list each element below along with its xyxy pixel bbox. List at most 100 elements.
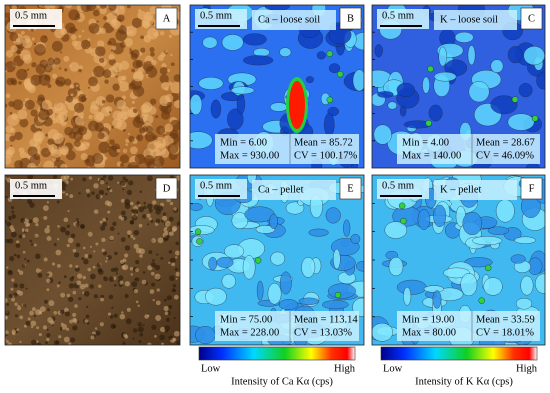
speckle — [160, 256, 164, 260]
speckle — [16, 254, 21, 259]
speckle — [86, 321, 90, 325]
map-patch — [388, 257, 404, 277]
speckle — [54, 165, 58, 168]
speckle — [109, 226, 115, 232]
map-patch — [298, 297, 319, 305]
speckle — [92, 9, 100, 17]
speckle — [168, 261, 171, 264]
speckle — [33, 243, 37, 247]
speckle — [56, 200, 60, 204]
speckle — [144, 131, 155, 142]
speckle — [6, 221, 12, 227]
speckle — [143, 60, 154, 72]
speckle — [75, 84, 79, 87]
speckle — [33, 314, 37, 318]
speckle — [6, 146, 16, 155]
speckle — [135, 247, 142, 254]
speckle — [137, 136, 141, 139]
speckle — [52, 157, 56, 162]
speckle — [76, 87, 81, 91]
speckle — [105, 217, 109, 221]
map-patch — [534, 273, 545, 294]
speckle — [29, 310, 34, 316]
speckle — [63, 275, 67, 279]
speckle — [139, 190, 142, 194]
speckle — [7, 342, 13, 345]
speckle — [148, 217, 152, 221]
speckle — [69, 194, 74, 199]
speckle — [53, 243, 57, 247]
speckle — [75, 242, 81, 248]
speckle — [169, 129, 179, 139]
speckle — [176, 221, 180, 227]
panel-border — [189, 174, 365, 346]
speckle — [173, 207, 177, 211]
speckle — [16, 68, 28, 81]
speckle — [148, 208, 153, 213]
speckle — [93, 65, 105, 78]
speckle — [160, 52, 166, 58]
map-patch — [301, 257, 316, 278]
map-patch — [198, 77, 224, 90]
speckle — [133, 243, 139, 249]
map-patch — [428, 104, 443, 122]
map-patch — [221, 273, 236, 289]
speckle — [173, 100, 180, 109]
speckle — [155, 300, 161, 306]
speckle — [42, 325, 48, 330]
speckle — [168, 216, 174, 222]
map-patch — [327, 283, 356, 299]
speckle — [29, 219, 33, 223]
speckle — [101, 99, 106, 104]
speckle — [122, 188, 125, 191]
speckle — [122, 258, 127, 263]
speckle — [123, 253, 129, 258]
speckle — [87, 38, 91, 42]
speckle — [112, 324, 117, 329]
map-patch — [242, 33, 267, 46]
speckle — [18, 81, 22, 85]
speckle — [31, 62, 37, 68]
speckle — [108, 111, 112, 114]
speckle — [110, 49, 113, 52]
speckle — [130, 273, 134, 276]
map-patch — [536, 71, 545, 90]
map-patch — [279, 271, 292, 295]
speckle — [34, 137, 43, 145]
speckle — [159, 66, 168, 75]
speckle — [156, 288, 160, 292]
speckle — [10, 45, 18, 53]
speckle — [93, 250, 96, 253]
speckle — [131, 214, 138, 221]
scale-box — [377, 179, 429, 199]
stat-mean: Mean = 28.67 — [476, 137, 535, 148]
speckle — [46, 236, 52, 241]
speckle — [70, 233, 76, 239]
speckle — [39, 311, 42, 315]
speckle — [66, 327, 70, 331]
map-patch — [190, 131, 213, 150]
speckle — [124, 281, 131, 287]
speckle — [24, 99, 35, 110]
speckle — [101, 237, 106, 243]
speckle — [30, 74, 42, 86]
panel-letter: D — [163, 183, 171, 194]
panel: K – loose soil Min = 4.00 Max = 140.00 Mean… — [371, 4, 546, 169]
speckle — [44, 5, 53, 10]
speckle — [74, 304, 78, 308]
speckle — [168, 231, 174, 236]
hotspot — [427, 65, 434, 73]
speckle — [67, 87, 78, 98]
speckle — [86, 193, 91, 198]
map-patch — [403, 287, 412, 306]
speckle — [159, 74, 169, 84]
speckle — [12, 99, 24, 111]
speckle — [24, 228, 29, 233]
speckle — [53, 310, 58, 315]
speckle — [57, 238, 60, 241]
map-patch — [433, 204, 447, 228]
speckle — [119, 60, 130, 70]
speckle — [146, 213, 151, 218]
speckle — [141, 19, 150, 28]
